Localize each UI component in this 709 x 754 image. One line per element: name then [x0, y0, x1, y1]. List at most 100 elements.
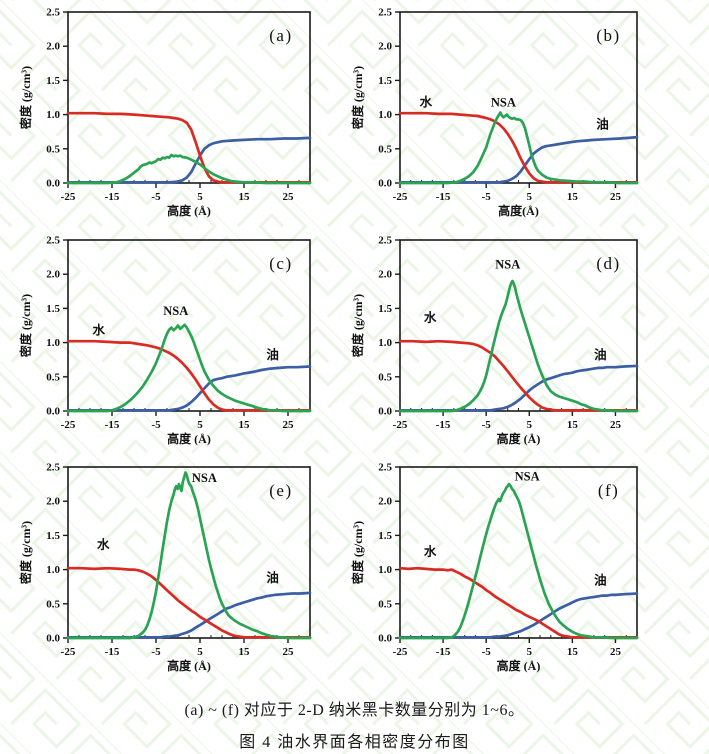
- svg-text:1.0: 1.0: [378, 564, 392, 576]
- svg-text:2.5: 2.5: [378, 235, 392, 247]
- svg-text:2.5: 2.5: [46, 7, 60, 19]
- svg-text:-15: -15: [105, 191, 120, 203]
- svg-text:-15: -15: [105, 419, 120, 431]
- svg-text:高度 (Å): 高度 (Å): [497, 431, 541, 446]
- svg-text:2.0: 2.0: [378, 269, 392, 281]
- subplot-f: 0.0 0.5 1.0 1.5 2.0 2.5 -25 -15 -5 5 15 25 高度 (Å) 密度 …: [350, 462, 639, 673]
- svg-text:25: 25: [283, 646, 295, 658]
- svg-text:2.0: 2.0: [46, 496, 60, 508]
- svg-text:0.0: 0.0: [46, 406, 60, 418]
- svg-text:高度 (Å): 高度 (Å): [167, 658, 211, 673]
- chart-row-3: 0.0 0.5 1.0 1.5 2.0 2.5 -25 -15 -5 5 15 25 高度 (Å) 密度 …: [0, 455, 709, 690]
- svg-text:0.5: 0.5: [378, 371, 392, 383]
- subplot-grid: 0.0 0.5 1.0 1.5 2.0 2.5 -25 -15 -5 5 15 25 高度 (Å) 密度 …: [0, 0, 709, 690]
- svg-text:0.5: 0.5: [46, 143, 60, 155]
- caption-note: (a) ~ (f) 对应于 2-D 纳米黑卡数量分别为 1~6。: [184, 702, 525, 719]
- subplot-b: 0.0 0.5 1.0 1.5 2.0 2.5 -25 -15 -5 5 15 25 高度(Å) 密度 (…: [350, 7, 639, 218]
- svg-text:高度(Å): 高度(Å): [498, 203, 539, 218]
- svg-text:2.5: 2.5: [46, 462, 60, 474]
- svg-text:1.0: 1.0: [46, 564, 60, 576]
- svg-text:NSA: NSA: [163, 304, 188, 318]
- svg-text:0.5: 0.5: [378, 143, 392, 155]
- svg-text:2.0: 2.0: [378, 496, 392, 508]
- svg-text:2.0: 2.0: [46, 269, 60, 281]
- svg-text:2.5: 2.5: [378, 462, 392, 474]
- svg-text:2.5: 2.5: [378, 7, 392, 19]
- svg-text:水: 水: [93, 322, 106, 337]
- chart-row-1: 0.0 0.5 1.0 1.5 2.0 2.5 -25 -15 -5 5 15 25 高度 (Å) 密度 …: [0, 0, 709, 228]
- svg-text:NSA: NSA: [495, 258, 520, 272]
- svg-text:密度 (g/cm³): 密度 (g/cm³): [18, 521, 33, 584]
- svg-text:油: 油: [266, 570, 279, 585]
- svg-text:油: 油: [594, 347, 607, 362]
- svg-text:1.5: 1.5: [378, 303, 392, 315]
- svg-text:0.0: 0.0: [378, 633, 392, 645]
- svg-text:1.5: 1.5: [46, 303, 60, 315]
- svg-text:0.0: 0.0: [46, 178, 60, 190]
- svg-text:-25: -25: [61, 191, 76, 203]
- svg-text:0.5: 0.5: [46, 371, 60, 383]
- svg-text:25: 25: [283, 191, 295, 203]
- svg-text:(f): (f): [598, 481, 619, 500]
- svg-text:-15: -15: [105, 646, 120, 658]
- svg-text:水: 水: [97, 537, 110, 552]
- svg-text:2.0: 2.0: [46, 41, 60, 53]
- svg-text:NSA: NSA: [491, 95, 516, 109]
- svg-text:0.0: 0.0: [378, 406, 392, 418]
- svg-text:NSA: NSA: [515, 470, 540, 484]
- svg-text:1.0: 1.0: [46, 337, 60, 349]
- svg-text:-25: -25: [61, 419, 76, 431]
- svg-text:2.0: 2.0: [378, 41, 392, 53]
- svg-text:5: 5: [197, 646, 203, 658]
- svg-text:5: 5: [197, 419, 203, 431]
- svg-text:-5: -5: [151, 419, 161, 431]
- svg-text:NSA: NSA: [192, 471, 217, 485]
- svg-text:-25: -25: [61, 646, 76, 658]
- subplot-c: 0.0 0.5 1.0 1.5 2.0 2.5 -25 -15 -5 5 15 25 高度 (Å) 密度 …: [18, 235, 312, 446]
- subplot-a: 0.0 0.5 1.0 1.5 2.0 2.5 -25 -15 -5 5 15 25 高度 (Å) 密度 …: [18, 7, 312, 218]
- svg-text:2.5: 2.5: [46, 235, 60, 247]
- svg-text:密度 (g/cm³): 密度 (g/cm³): [350, 294, 365, 357]
- svg-text:5: 5: [197, 191, 203, 203]
- svg-text:25: 25: [610, 646, 622, 658]
- svg-text:水: 水: [424, 544, 437, 559]
- svg-text:25: 25: [610, 419, 622, 431]
- svg-text:-15: -15: [436, 419, 451, 431]
- subplot-e: 0.0 0.5 1.0 1.5 2.0 2.5 -25 -15 -5 5 15 25 高度 (Å) 密度 …: [18, 462, 312, 673]
- svg-text:(e): (e): [269, 481, 292, 500]
- svg-text:5: 5: [527, 419, 533, 431]
- svg-text:-5: -5: [151, 191, 161, 203]
- svg-text:-5: -5: [151, 646, 161, 658]
- svg-text:1.0: 1.0: [378, 337, 392, 349]
- svg-text:25: 25: [283, 419, 295, 431]
- svg-text:密度 (g/cm³): 密度 (g/cm³): [350, 66, 365, 129]
- svg-text:15: 15: [239, 191, 251, 203]
- svg-text:-5: -5: [482, 191, 492, 203]
- subplot-d: 0.0 0.5 1.0 1.5 2.0 2.5 -25 -15 -5 5 15 25 高度 (Å) 密度 …: [350, 235, 639, 446]
- figure-caption: (a) ~ (f) 对应于 2-D 纳米黑卡数量分别为 1~6。 图 4 油水界…: [0, 690, 709, 752]
- svg-text:0.0: 0.0: [378, 178, 392, 190]
- svg-text:5: 5: [527, 646, 533, 658]
- svg-text:5: 5: [527, 191, 533, 203]
- svg-text:0.0: 0.0: [46, 633, 60, 645]
- svg-text:1.5: 1.5: [46, 530, 60, 542]
- svg-text:(c): (c): [269, 254, 292, 273]
- caption-title: 图 4 油水界面各相密度分布图: [239, 734, 470, 751]
- svg-text:1.5: 1.5: [378, 75, 392, 87]
- svg-text:-25: -25: [393, 191, 408, 203]
- svg-text:(a): (a): [269, 26, 292, 45]
- svg-text:密度 (g/cm³): 密度 (g/cm³): [18, 294, 33, 357]
- svg-text:25: 25: [610, 191, 622, 203]
- svg-text:密度 (g/cm³): 密度 (g/cm³): [350, 521, 365, 584]
- svg-text:油: 油: [596, 116, 609, 131]
- svg-text:-5: -5: [482, 419, 492, 431]
- svg-text:-15: -15: [436, 191, 451, 203]
- svg-text:-25: -25: [393, 646, 408, 658]
- svg-text:油: 油: [594, 573, 607, 588]
- svg-text:1.0: 1.0: [378, 109, 392, 121]
- svg-text:水: 水: [424, 310, 437, 325]
- svg-text:15: 15: [239, 419, 251, 431]
- svg-text:高度 (Å): 高度 (Å): [497, 658, 541, 673]
- svg-text:15: 15: [567, 419, 579, 431]
